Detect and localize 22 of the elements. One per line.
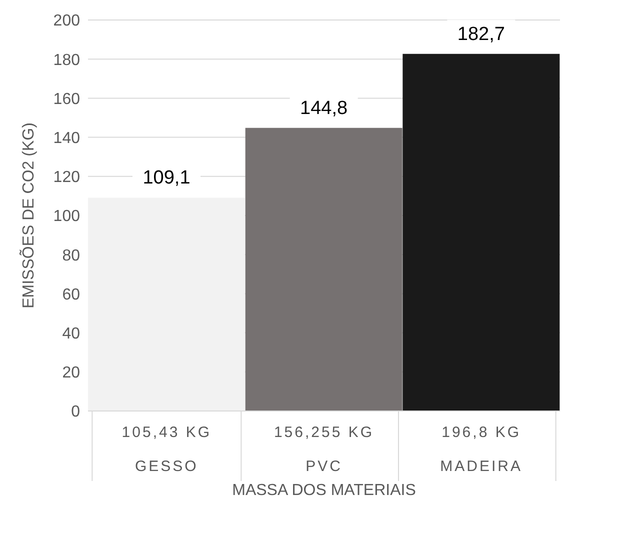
x-axis-title: MASSA DOS MATERIAIS <box>232 482 416 499</box>
y-tick-label: 140 <box>53 130 80 147</box>
bar <box>402 54 560 411</box>
y-tick-label: 40 <box>62 325 80 342</box>
x-tick-label: 156,255 KG PVC <box>274 424 374 475</box>
data-label: 144,8 <box>300 98 348 119</box>
y-tick-label: 80 <box>62 247 80 264</box>
y-tick-label: 100 <box>53 208 80 226</box>
bar <box>88 198 245 411</box>
y-tick-label: 120 <box>53 169 80 186</box>
data-label: 109,1 <box>142 168 190 189</box>
x-tick-label: 196,8 KG MADEIRA <box>440 424 523 475</box>
y-tick-label: 20 <box>62 364 80 382</box>
x-tick-label: 105,43 KG GESSO <box>122 424 212 475</box>
data-label: 182,7 <box>457 24 505 45</box>
y-tick-label: 0 <box>71 404 80 421</box>
y-tick-label: 160 <box>53 90 80 108</box>
y-tick-label: 60 <box>62 286 80 304</box>
bar <box>245 128 402 411</box>
y-axis-title: EMISSÕES DE CO2 (KG) <box>18 122 38 308</box>
y-tick-label: 200 <box>53 12 80 30</box>
y-tick-label: 180 <box>53 52 80 69</box>
